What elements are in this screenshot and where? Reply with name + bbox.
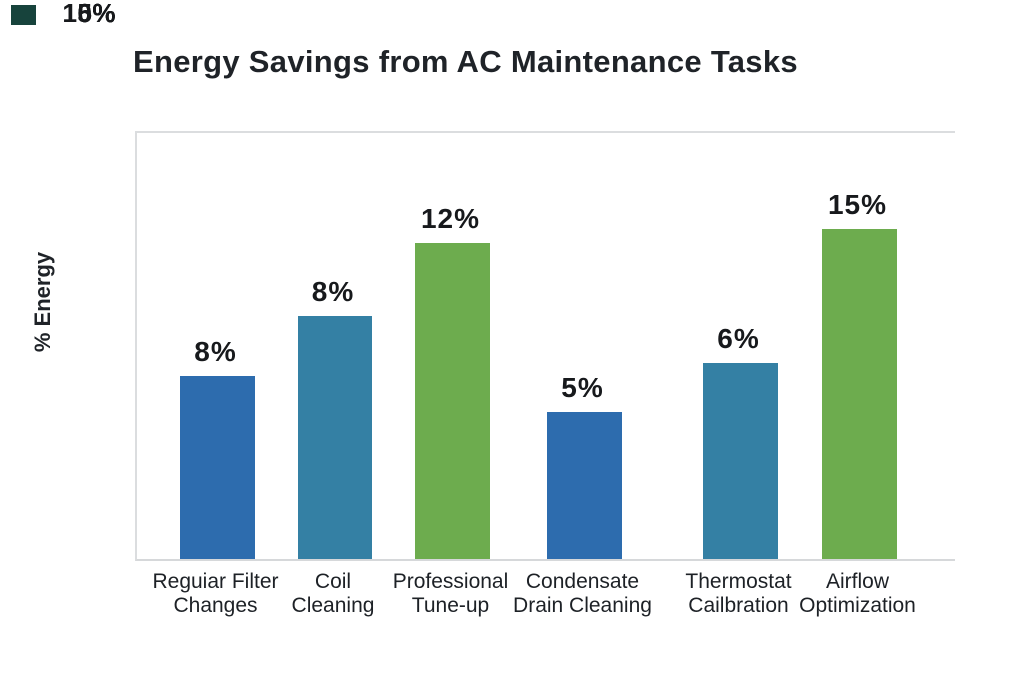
- y-tick-label: 15%: [62, 0, 116, 28]
- bar-value-label: 8%: [194, 336, 237, 367]
- x-category-label-line: Tune-up: [411, 594, 490, 617]
- bar-value-label: 15%: [827, 189, 888, 220]
- x-category-label-line: Drain Cleaning: [513, 594, 652, 617]
- y-tick-label: 0%: [77, 0, 116, 28]
- x-category-label: Airflow Optimization: [763, 570, 953, 618]
- chart-title: Energy Savings from AC Maintenance Tasks: [133, 44, 798, 79]
- x-category-label: Condensate Drain Cleaning: [488, 570, 678, 618]
- y-tick-label: 5%: [77, 0, 116, 28]
- bar-professional: [415, 243, 490, 559]
- x-category-label-line: Optimization: [799, 594, 916, 617]
- bar-reguiar-filter: [180, 376, 255, 559]
- x-category-label-line: Cleaning: [291, 594, 375, 617]
- bar-airflow: [822, 229, 897, 559]
- x-category-label-line: Coil: [314, 570, 352, 593]
- y-axis-title: % Energy: [30, 251, 55, 353]
- x-category-label-line: Cailbration: [688, 594, 789, 617]
- x-category-label: Coil Cleaning: [238, 570, 428, 618]
- x-category-label: Reguiar Filter Changes: [121, 570, 311, 618]
- y-tick-label: 5%: [77, 0, 116, 28]
- x-category-label-line: Condensate: [525, 570, 640, 593]
- x-category-label-line: Professional: [392, 570, 509, 593]
- x-category-label: Thermostat Cailbration: [644, 570, 834, 618]
- x-category-label-line: Airflow: [825, 570, 889, 593]
- bar-value-label: 6%: [717, 323, 760, 354]
- bar-value-label: 5%: [561, 372, 604, 403]
- x-category-label-line: Thermostat: [685, 570, 792, 593]
- x-category-label-line: Reguiar Filter: [152, 570, 279, 593]
- y-tick-label: 10%: [62, 0, 116, 28]
- x-category-label: Professional Tune-up: [356, 570, 546, 618]
- x-category-label-line: Changes: [173, 594, 258, 617]
- corner-mark: [11, 5, 36, 25]
- bar-thermostat: [703, 363, 778, 559]
- plot-area: [135, 131, 955, 561]
- bar-condensate: [547, 412, 622, 559]
- bar-value-label: 12%: [420, 203, 481, 234]
- bar-coil: [298, 316, 372, 559]
- bar-value-label: 8%: [311, 276, 355, 307]
